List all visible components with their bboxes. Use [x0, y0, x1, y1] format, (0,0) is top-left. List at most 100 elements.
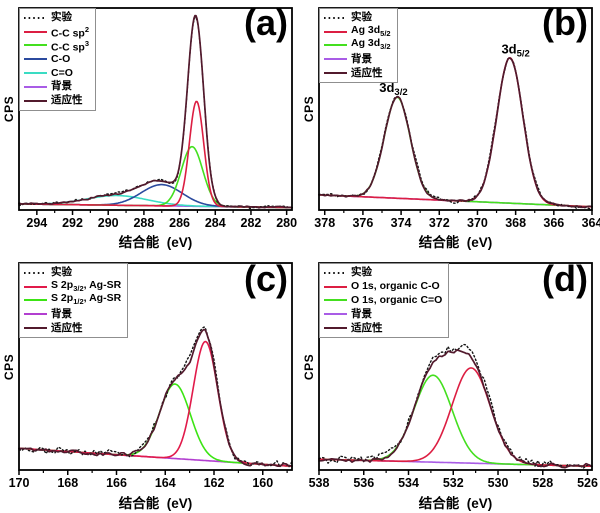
legend-swatch-background — [324, 58, 347, 61]
axis-frame — [318, 262, 593, 471]
x-tick-label: 166 — [106, 476, 127, 490]
panel-letter-c: (c) — [244, 258, 288, 299]
legend-a: 实验 C-C sp2 C-C sp3 C-O C=O 背景 适应性 — [19, 8, 97, 111]
series-o1s-c-dbl-o-curve — [318, 374, 593, 468]
x-tick-label: 378 — [314, 216, 335, 230]
legend-item-fit: 适应性 — [23, 321, 121, 335]
legend-item-background: 背景 — [23, 80, 89, 94]
legend-label: C-O — [51, 52, 71, 65]
legend-label: 背景 — [51, 307, 72, 320]
series-cc-sp3-curve — [18, 145, 293, 209]
legend-label: O 1s, organic C-O — [351, 280, 440, 293]
legend-c: 实验 S 2p3/2, Ag-SR S 2p1/2, Ag-SR 背景 适应性 — [19, 263, 129, 338]
legend-item-fit: 适应性 — [323, 321, 442, 335]
legend-swatch-experimental — [324, 16, 347, 19]
x-tick-label: 290 — [98, 216, 119, 230]
x-tick-label: 368 — [505, 216, 526, 230]
axis-frame — [18, 262, 293, 471]
legend-swatch-o1s-c-o — [324, 285, 347, 288]
x-tick-labels: 294 292 290 288 286 284 282 280 — [26, 216, 297, 230]
x-tick-label: 288 — [133, 216, 154, 230]
legend-item-background: 背景 — [323, 52, 391, 66]
x-tick-label: 162 — [204, 476, 225, 490]
legend-label: S 2p3/2, Ag-SR — [51, 278, 122, 293]
y-axis-label: CPS — [302, 353, 316, 381]
legend-item-fit: 适应性 — [23, 94, 89, 108]
x-tick-labels: 538 536 534 532 530 528 526 — [309, 476, 598, 490]
legend-swatch-experimental — [324, 271, 347, 274]
legend-item-background: 背景 — [23, 307, 121, 321]
x-tick-label: 534 — [398, 476, 419, 490]
x-tick-label: 530 — [488, 476, 509, 490]
series-experimental-curve — [318, 343, 593, 469]
legend-swatch-experimental — [24, 271, 47, 274]
legend-label: Ag 3d5/2 — [351, 23, 391, 38]
legend-swatch-ag-3d52 — [324, 30, 347, 33]
legend-label: S 2p1/2, Ag-SR — [51, 292, 122, 307]
x-axis-label: 结合能 (eV) — [418, 496, 493, 511]
legend-item-c-o: C-O — [23, 52, 89, 66]
legend-swatch-background — [324, 313, 347, 316]
legend-label: 适应性 — [51, 321, 83, 334]
legend-label: 背景 — [51, 80, 72, 93]
legend-label: 适应性 — [51, 94, 83, 107]
legend-swatch-cc-sp2 — [24, 30, 47, 33]
legend-label: C=O — [51, 66, 73, 79]
panel-c: 170 168 166 164 162 160 CPS 实验 S 2p3/2, Ag-SR S… — [0, 256, 300, 513]
axis-frame — [318, 7, 593, 211]
x-tick-label: 364 — [582, 216, 600, 230]
legend-label: 背景 — [351, 52, 372, 65]
legend-item-experimental: 实验 — [323, 266, 442, 280]
x-axis-label: 结合能 (eV) — [118, 496, 193, 511]
legend-label: C-C sp2 — [51, 24, 90, 40]
x-tick-label: 170 — [9, 476, 30, 490]
x-tick-label: 284 — [205, 216, 226, 230]
y-axis-label: CPS — [2, 95, 16, 123]
legend-swatch-ag-3d32 — [324, 44, 347, 47]
series-fit-curve — [318, 349, 593, 469]
legend-item-experimental: 实验 — [23, 266, 121, 280]
peak-annotation: 3d3/2 — [379, 80, 407, 98]
series-fit-curve — [18, 328, 293, 468]
legend-item-experimental: 实验 — [323, 11, 391, 25]
y-axis-label: CPS — [2, 353, 16, 381]
plot-area-d: 538 536 534 532 530 528 526 — [309, 262, 598, 490]
legend-label: 适应性 — [351, 66, 383, 79]
legend-d: 实验 O 1s, organic C-O O 1s, organic C=O 背景 适应… — [319, 263, 450, 338]
x-tick-label: 526 — [577, 476, 598, 490]
legend-item-o1s-c-dbl-o: O 1s, organic C=O — [323, 294, 442, 308]
legend-swatch-fit — [24, 327, 47, 330]
y-axis-label: CPS — [302, 95, 316, 123]
x-tick-label: 372 — [429, 216, 450, 230]
legend-swatch-experimental — [24, 16, 47, 19]
legend-swatch-background — [24, 85, 47, 88]
series-s-2p32-curve — [18, 340, 293, 468]
peak-annotation: 3d5/2 — [501, 41, 529, 59]
legend-item-s-2p32: S 2p3/2, Ag-SR — [23, 278, 122, 294]
x-tick-label: 370 — [467, 216, 488, 230]
panel-a: 294 292 290 288 286 284 282 280 CPS 实验 C-C sp2 C-… — [0, 0, 300, 256]
series-cc-sp2-curve — [18, 100, 293, 209]
legend-item-fit: 适应性 — [323, 66, 391, 80]
x-tick-label: 160 — [252, 476, 273, 490]
legend-swatch-background — [24, 313, 47, 316]
legend-swatch-fit — [324, 327, 347, 330]
x-tick-label: 286 — [169, 216, 190, 230]
legend-label: C-C sp3 — [51, 38, 90, 54]
x-tick-label: 374 — [391, 216, 412, 230]
plot-area-c: 170 168 166 164 162 160 — [9, 262, 293, 490]
series-experimental-curve — [18, 326, 293, 468]
panel-d: 538 536 534 532 530 528 526 CPS 实验 O 1s, organi… — [300, 256, 600, 513]
legend-item-c-dbl-o: C=O — [23, 66, 89, 80]
legend-label: O 1s, organic C=O — [351, 293, 443, 306]
x-tick-labels: 378 376 374 372 370 368 366 364 — [314, 216, 600, 230]
x-tick-label: 292 — [62, 216, 83, 230]
legend-item-o1s-c-o: O 1s, organic C-O — [323, 280, 442, 294]
x-tick-label: 532 — [443, 476, 464, 490]
x-tick-label: 168 — [57, 476, 78, 490]
x-tick-labels: 170 168 166 164 162 160 — [9, 476, 274, 490]
panel-letter-b: (b) — [542, 2, 588, 43]
legend-label: 实验 — [51, 266, 72, 279]
legend-swatch-c-o — [24, 58, 47, 61]
legend-label: Ag 3d3/2 — [351, 37, 391, 52]
